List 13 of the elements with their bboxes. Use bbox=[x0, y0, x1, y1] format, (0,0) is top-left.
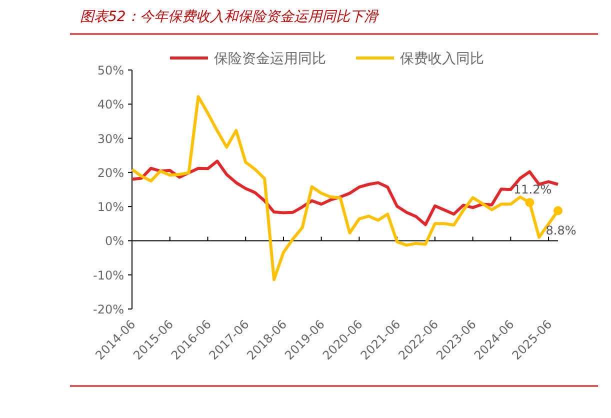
y-tick-label: 40% bbox=[97, 98, 124, 112]
legend-label: 保险资金运用同比 bbox=[214, 51, 326, 67]
y-tick-label: 50% bbox=[97, 64, 124, 78]
y-tick-label: 20% bbox=[97, 166, 124, 180]
y-tick-label: -20% bbox=[92, 302, 124, 316]
title: 图表52：今年保费收入和保险资金运用同比下滑 bbox=[80, 9, 378, 25]
y-tick-label: -10% bbox=[92, 268, 124, 282]
legend-label: 保费收入同比 bbox=[400, 51, 484, 67]
y-tick-label: 0% bbox=[104, 234, 124, 248]
data-label: 8.8% bbox=[546, 224, 576, 238]
data-label: 11.2% bbox=[514, 182, 552, 196]
y-tick-label: 30% bbox=[97, 132, 124, 146]
y-tick-label: 10% bbox=[97, 200, 124, 214]
